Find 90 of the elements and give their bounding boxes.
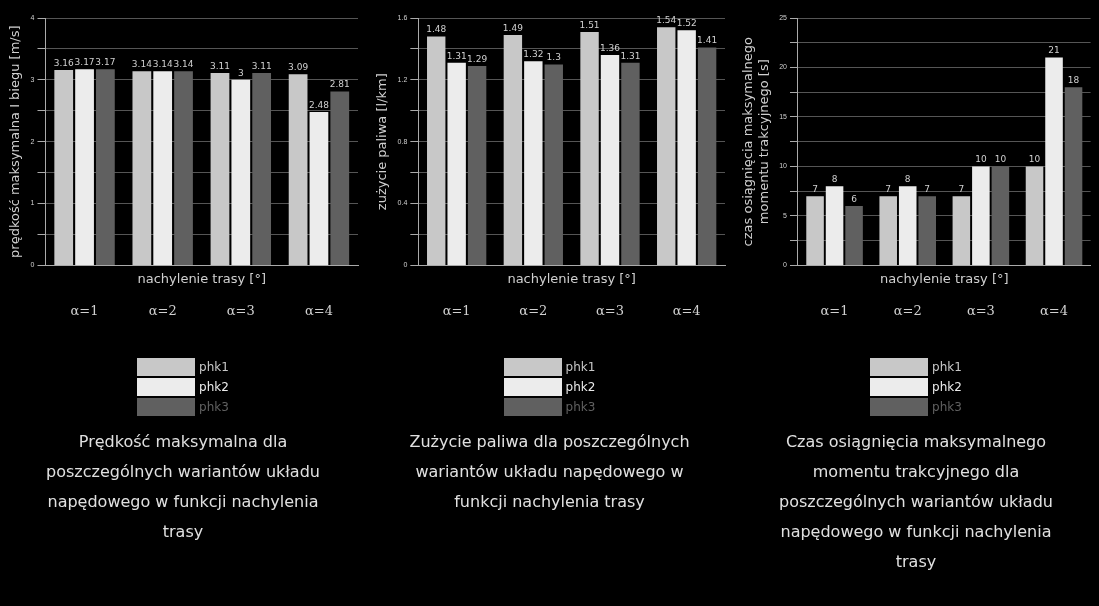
data-label: 1.29 <box>466 53 487 64</box>
text: Zużycie paliwa dla poszczególnych wariantów układu napędowego w funkcji nachylenia trasy <box>408 431 691 513</box>
data-label: 1.54 <box>655 15 677 26</box>
data-label: 1.32 <box>522 49 543 60</box>
bar <box>54 69 74 265</box>
bar <box>898 186 917 265</box>
data-label: 2.48 <box>308 99 330 110</box>
bar <box>132 71 152 265</box>
bar <box>426 36 445 265</box>
data-label: 1.48 <box>425 24 447 35</box>
text: Prędkość maksymalna dla poszczególnych wariantów układu napędowego w funkcji nachylenia trasy <box>45 431 321 543</box>
data-label: 1.52 <box>676 18 697 29</box>
x-axis-title: nachylenie trasy [°] <box>880 270 1009 286</box>
legend-label: phk3 <box>565 400 596 414</box>
bar <box>952 196 971 265</box>
x-axis-title: nachylenie trasy [°] <box>506 270 636 286</box>
data-label: 21 <box>1048 45 1060 56</box>
x-axis-title: nachylenie trasy [°] <box>137 270 267 286</box>
bar <box>676 30 696 265</box>
data-label: 1.36 <box>599 42 620 53</box>
data-label: 1.51 <box>579 19 600 30</box>
legend-label: phk3 <box>932 400 962 414</box>
data-label: 3.09 <box>288 62 309 73</box>
data-label: 3.16 <box>53 57 75 68</box>
legend-label: phk1 <box>932 360 962 374</box>
x-tick-label: α=1 <box>442 302 471 318</box>
bar <box>153 71 173 265</box>
x-tick-label: α=2 <box>893 302 922 318</box>
data-label: 10 <box>1028 154 1041 165</box>
data-label: 1.31 <box>619 50 640 61</box>
y-axis-title: czas osiągnięcia maksymalnego momentu trakcyjnego [s] <box>740 36 771 247</box>
bar <box>825 186 844 265</box>
data-label: 1.41 <box>696 35 717 46</box>
y-axis-title: prędkość maksymalna I biegu [m/s] <box>7 25 23 258</box>
data-label: 3.17 <box>95 57 116 68</box>
data-label: 3.14 <box>131 59 153 70</box>
x-tick-label: α=4 <box>1040 302 1069 318</box>
data-label: 1.3 <box>546 52 561 63</box>
bar <box>75 69 94 265</box>
data-label: 7 <box>924 183 931 194</box>
data-label: 7 <box>958 183 965 194</box>
x-tick-label: α=3 <box>966 302 995 318</box>
bar <box>523 61 543 265</box>
legend-label: phk2 <box>565 380 596 394</box>
x-tick-label: α=2 <box>148 302 177 318</box>
bar <box>972 166 990 265</box>
data-label: 3.14 <box>173 59 194 70</box>
bar <box>600 55 619 265</box>
data-label: 1.31 <box>446 50 467 61</box>
bar <box>579 31 599 265</box>
bar <box>446 62 466 265</box>
data-label: 7 <box>885 183 892 194</box>
data-label: 3.11 <box>251 60 272 71</box>
text: Czas osiągnięcia maksymalnego momentu trakcyjnego dla poszczególnych wariantów układu napędowego w funkcji nachylenia trasy <box>778 431 1054 573</box>
legend-label: phk1 <box>199 360 229 374</box>
bar <box>288 74 308 265</box>
x-tick-label: α=4 <box>672 302 701 318</box>
bar <box>879 196 897 265</box>
data-label: 6 <box>851 193 858 204</box>
x-tick-label: α=4 <box>304 302 333 318</box>
data-label: 3.11 <box>209 60 230 71</box>
data-label: 3 <box>237 67 244 78</box>
bar <box>231 79 251 265</box>
x-tick-label: α=1 <box>820 302 849 318</box>
legend-label: phk2 <box>932 380 962 394</box>
data-label: 7 <box>812 183 818 194</box>
data-label: 3.17 <box>74 57 95 68</box>
legend-label: phk2 <box>199 380 229 394</box>
bar <box>806 196 824 265</box>
legend-label: phk1 <box>565 360 596 374</box>
bar <box>1045 57 1063 265</box>
x-tick-label: α=2 <box>518 302 547 318</box>
data-label: 2.81 <box>329 79 350 90</box>
bar <box>1025 166 1044 265</box>
data-label: 3.14 <box>152 59 173 70</box>
data-label: 8 <box>904 174 911 185</box>
x-tick-label: α=3 <box>595 302 624 318</box>
y-axis-title: zużycie paliwa [l/km] <box>373 73 389 211</box>
data-label: 18 <box>1067 75 1080 86</box>
data-label: 1.49 <box>502 22 523 33</box>
bar <box>309 112 329 265</box>
bar <box>210 73 230 265</box>
x-tick-label: α=3 <box>226 302 255 318</box>
bar <box>656 27 675 265</box>
data-label: 10 <box>975 154 987 165</box>
data-label: 10 <box>994 154 1007 165</box>
legend-label: phk3 <box>199 400 229 414</box>
bar <box>503 35 522 265</box>
x-tick-label: α=1 <box>70 302 99 318</box>
data-label: 8 <box>831 174 838 185</box>
